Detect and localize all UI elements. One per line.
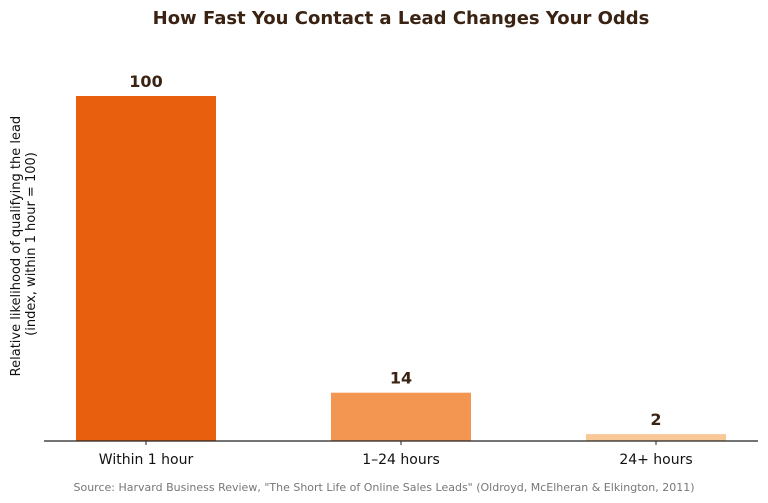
- source-note: Source: Harvard Business Review, "The Sh…: [74, 481, 695, 494]
- y-axis-label-line-1: Relative likelihood of qualifying the le…: [9, 116, 24, 377]
- data-label-0: 100: [129, 72, 162, 91]
- y-axis-label-line-2: (index, within 1 hour = 100): [24, 152, 39, 336]
- bar-0: [76, 96, 216, 441]
- bar-2: [586, 434, 726, 441]
- bar-1: [331, 392, 471, 441]
- data-label-1: 14: [390, 369, 412, 388]
- y-axis-label: Relative likelihood of qualifying the le…: [9, 112, 39, 377]
- x-tick-label-2: 24+ hours: [619, 452, 692, 468]
- data-label-2: 2: [650, 410, 661, 429]
- chart-title: How Fast You Contact a Lead Changes Your…: [153, 8, 650, 29]
- bars-group: 100 Within 1 hour 14 1–24 hours 2 24+ hours: [76, 72, 726, 468]
- x-tick-label-1: 1–24 hours: [362, 452, 440, 468]
- x-tick-label-0: Within 1 hour: [99, 452, 194, 468]
